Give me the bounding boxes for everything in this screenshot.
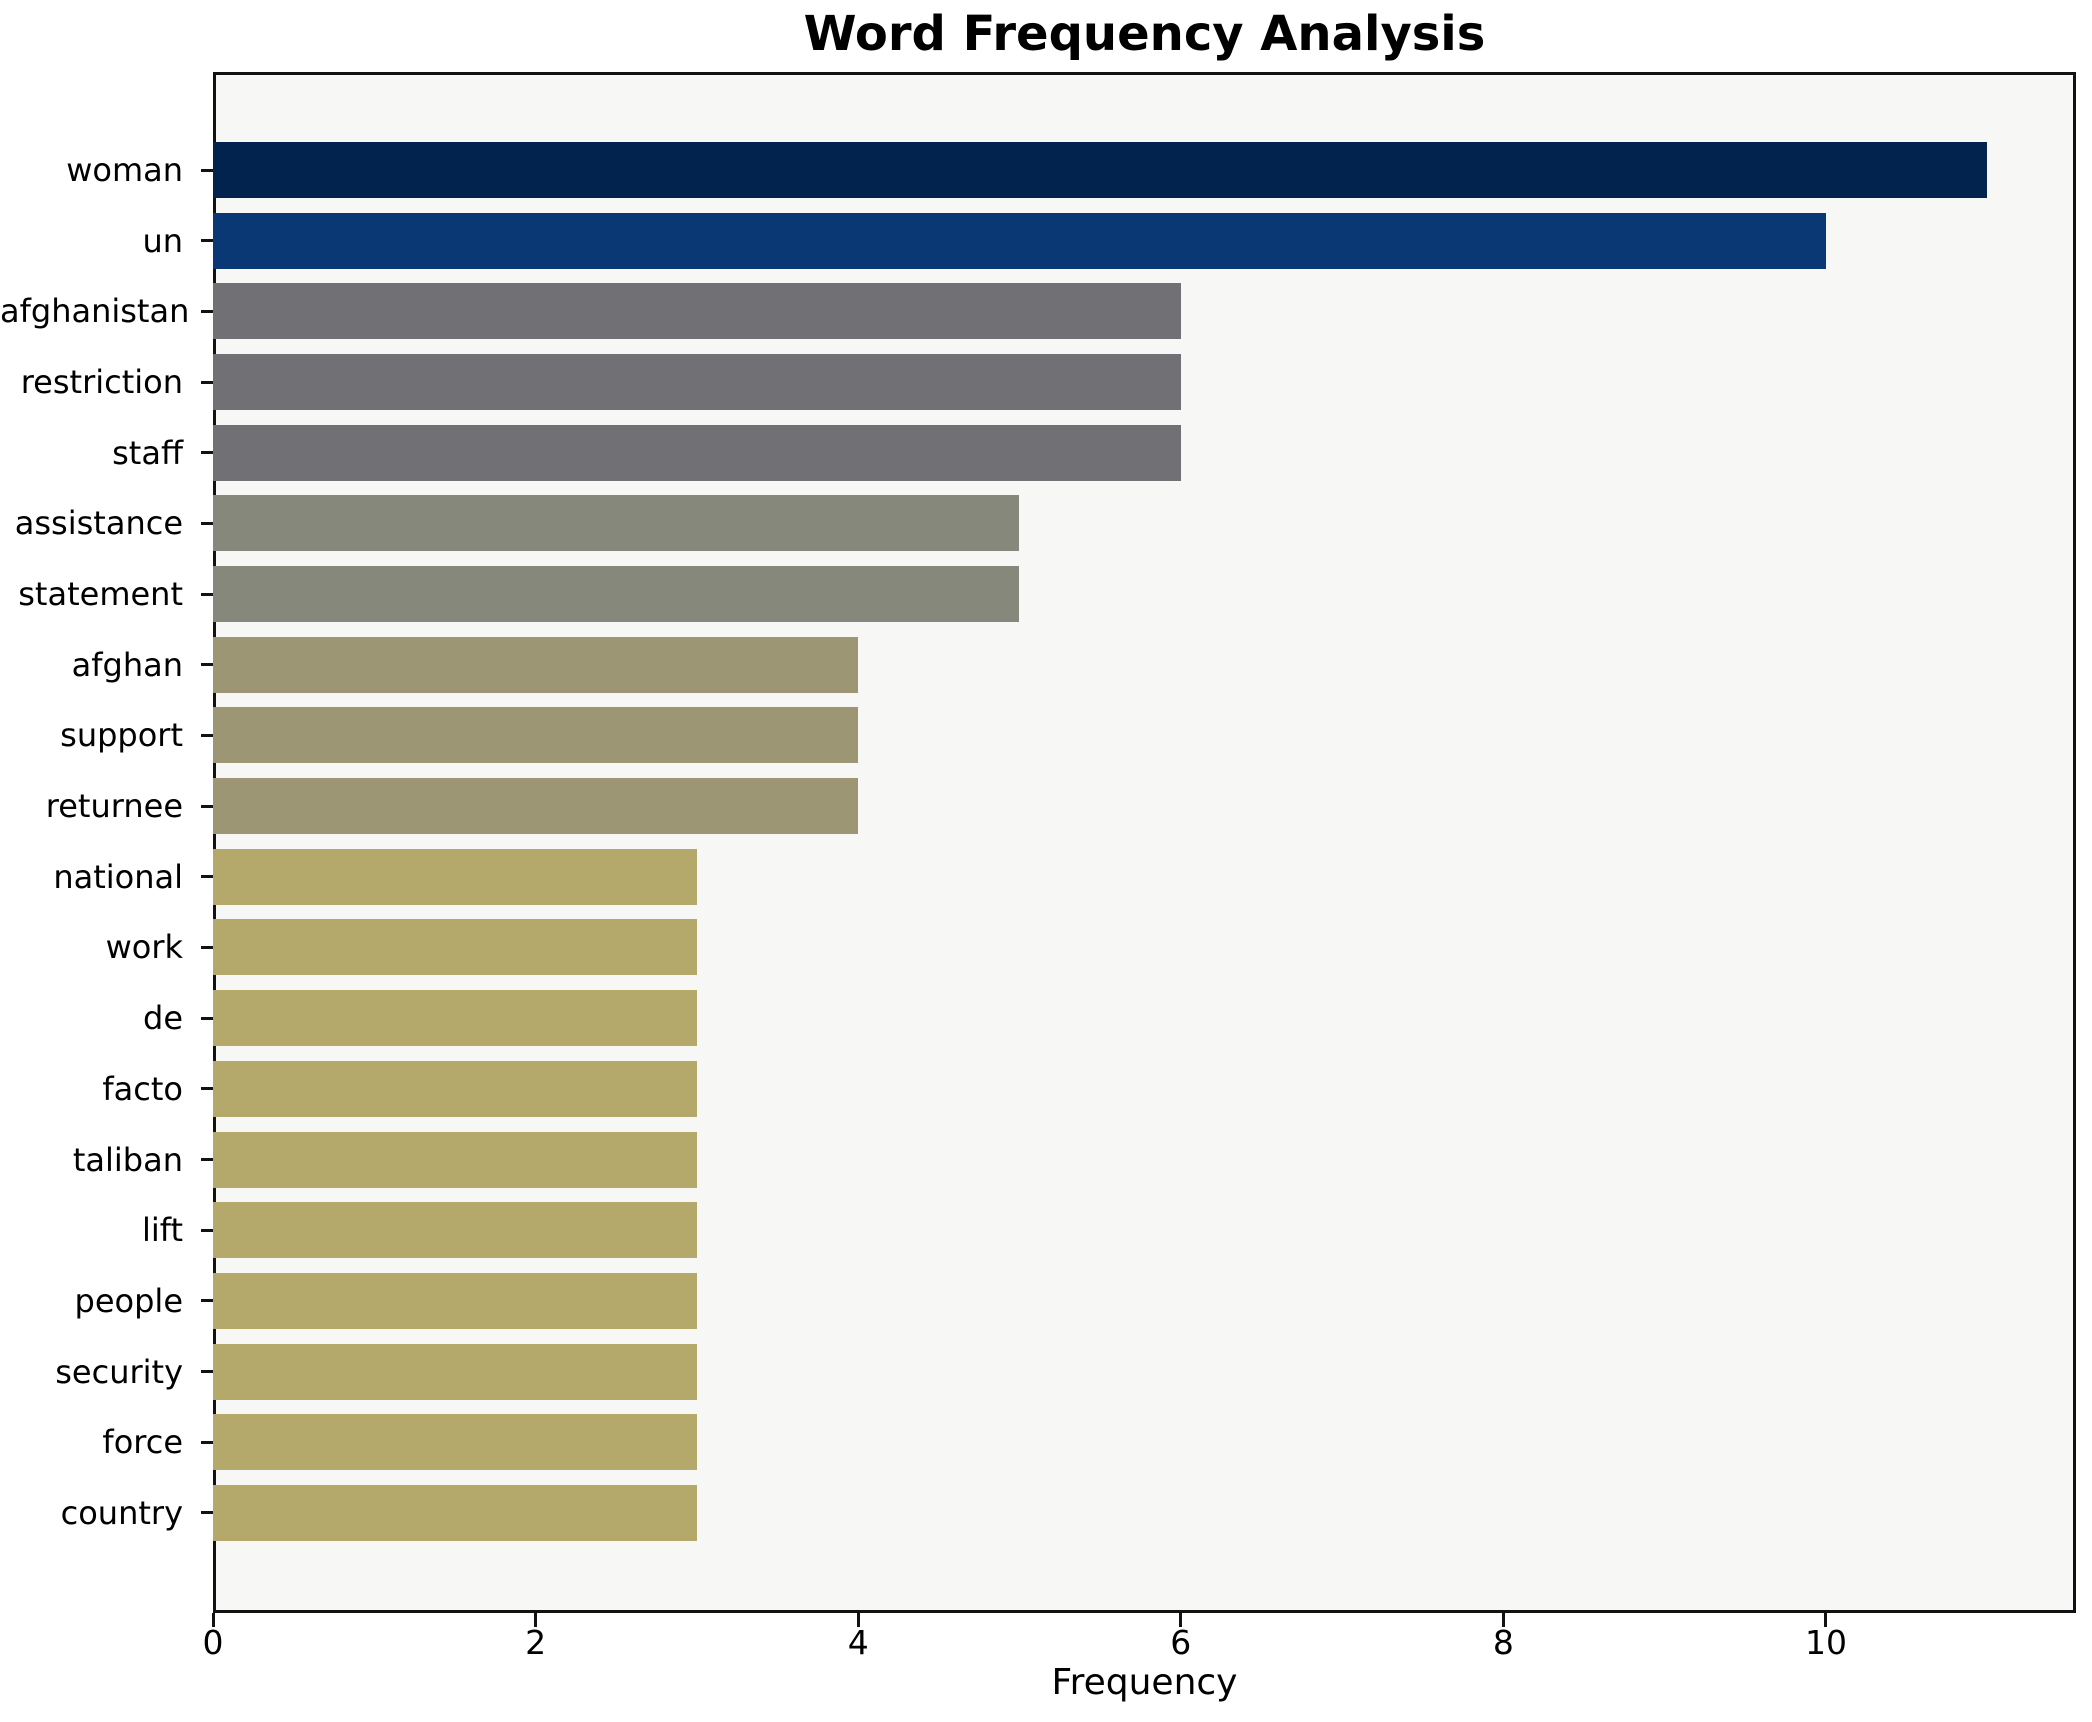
y-tick-label: de: [143, 999, 183, 1038]
bar-people: [213, 1272, 697, 1329]
y-tick-mark: [201, 1228, 213, 1232]
bar-un: [213, 212, 1826, 269]
bar-lift: [213, 1202, 697, 1259]
x-tick-mark: [1179, 1613, 1183, 1627]
y-tick-label: taliban: [72, 1140, 183, 1179]
y-tick-label: force: [102, 1423, 183, 1462]
y-tick-label: people: [74, 1281, 183, 1320]
bar-staff: [213, 424, 1181, 481]
chart-title: Word Frequency Analysis: [803, 6, 1486, 62]
y-tick-label: facto: [102, 1069, 183, 1108]
x-tick-mark: [211, 1613, 215, 1627]
y-tick-mark: [201, 1440, 213, 1444]
y-tick-mark: [201, 451, 213, 455]
y-tick-mark: [201, 1087, 213, 1091]
x-tick-mark: [1501, 1613, 1505, 1627]
y-tick-label: afghan: [71, 645, 183, 684]
y-tick-mark: [201, 945, 213, 949]
bar-woman: [213, 142, 1988, 198]
y-tick-mark: [201, 875, 213, 879]
y-tick-label: staff: [112, 433, 183, 472]
bar-country: [213, 1484, 697, 1541]
y-tick-label: national: [53, 857, 183, 896]
bar-statement: [213, 566, 1020, 623]
x-tick-label: 2: [525, 1623, 547, 1662]
y-tick-mark: [201, 168, 213, 172]
x-tick-mark: [534, 1613, 538, 1627]
y-tick-mark: [201, 521, 213, 525]
y-tick-label: lift: [141, 1211, 183, 1250]
x-tick-label: 6: [1170, 1623, 1192, 1662]
x-tick-mark: [1824, 1613, 1828, 1627]
bar-restriction: [213, 354, 1181, 411]
y-tick-mark: [201, 1511, 213, 1515]
y-tick-mark: [201, 1158, 213, 1162]
x-tick-label: 10: [1804, 1623, 1847, 1662]
y-tick-label: returnee: [45, 787, 183, 826]
y-tick-label: assistance: [14, 504, 183, 543]
x-axis-label: Frequency: [1051, 1662, 1238, 1703]
bar-afghanistan: [213, 283, 1181, 340]
x-tick-label: 8: [1492, 1623, 1514, 1662]
bar-security: [213, 1343, 697, 1400]
y-tick-mark: [201, 1016, 213, 1020]
y-tick-mark: [201, 733, 213, 737]
y-tick-mark: [201, 1299, 213, 1303]
y-tick-mark: [201, 592, 213, 596]
y-tick-label: support: [60, 716, 183, 755]
y-tick-label: statement: [18, 575, 183, 614]
y-tick-mark: [201, 380, 213, 384]
y-tick-label: woman: [66, 151, 183, 189]
bar-facto: [213, 1060, 697, 1117]
x-tick-mark: [856, 1613, 860, 1627]
y-tick-label: afghanistan: [0, 292, 190, 331]
bar-afghan: [213, 636, 859, 693]
y-tick-label: work: [105, 928, 183, 967]
x-tick-label: 4: [847, 1623, 869, 1662]
bar-de: [213, 990, 697, 1047]
y-tick-mark: [201, 1370, 213, 1374]
y-tick-label: restriction: [20, 363, 183, 402]
y-tick-mark: [201, 309, 213, 313]
y-tick-mark: [201, 239, 213, 243]
bar-returnee: [213, 778, 859, 835]
y-tick-label: country: [60, 1493, 183, 1532]
y-tick-label: un: [142, 221, 183, 260]
bar-national: [213, 848, 697, 905]
x-tick-label: 0: [202, 1623, 224, 1662]
bar-support: [213, 707, 859, 764]
bar-assistance: [213, 495, 1020, 552]
bar-force: [213, 1414, 697, 1471]
y-tick-label: security: [55, 1352, 183, 1391]
y-tick-mark: [201, 663, 213, 667]
bar-taliban: [213, 1131, 697, 1188]
y-tick-mark: [201, 804, 213, 808]
bar-work: [213, 919, 697, 976]
